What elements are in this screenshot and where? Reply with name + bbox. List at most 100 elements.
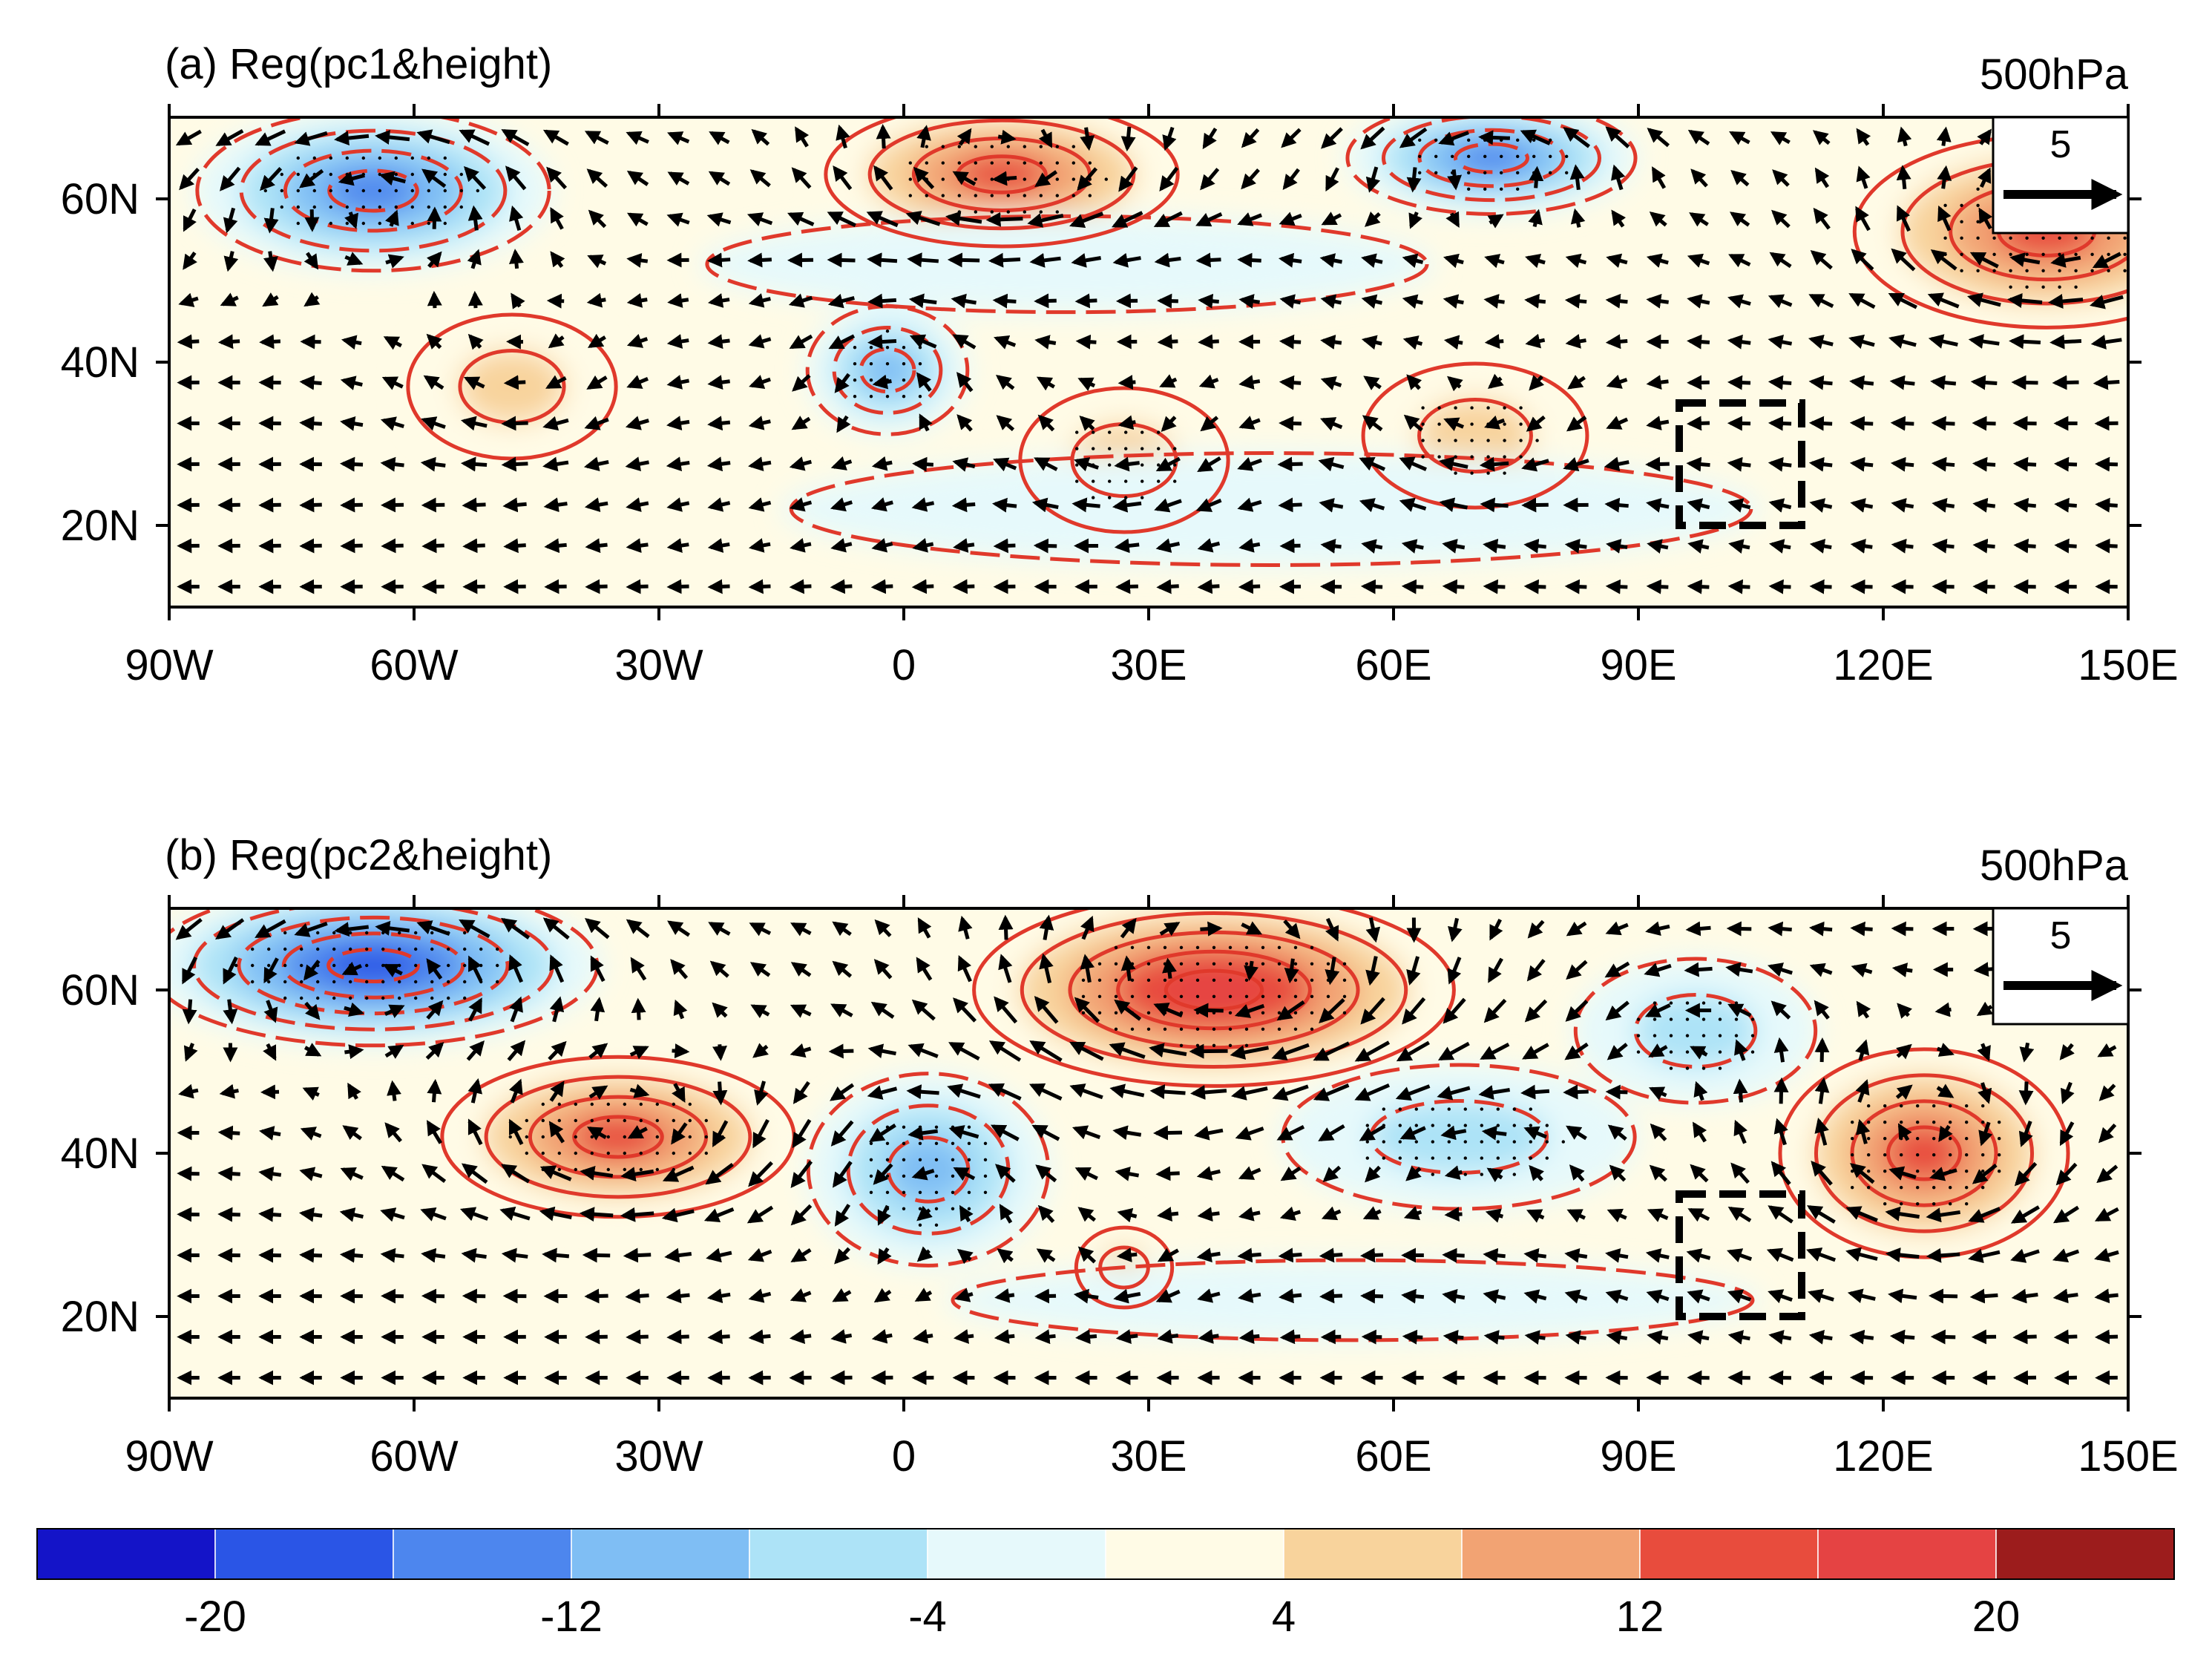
- panel-b-dot: [1130, 962, 1135, 966]
- panel-b-dot: [525, 1118, 528, 1123]
- panel-a-wind-arrow-icon: [421, 416, 446, 431]
- panel-b-wind-arrow-icon: [625, 1288, 649, 1304]
- panel-a-dot: [902, 362, 906, 366]
- panel-b-wind-arrow-icon: [1080, 954, 1095, 983]
- panel-a-dot: [869, 362, 873, 366]
- panel-a-wind-arrow-icon: [871, 537, 893, 553]
- panel-b-wind-arrow-icon: [1354, 1040, 1391, 1062]
- panel-a-dot: [427, 156, 430, 160]
- panel-a-dot: [443, 221, 447, 226]
- panel-b-dot: [1212, 994, 1216, 999]
- panel-a-wind-arrow-icon: [220, 292, 239, 306]
- panel-b-dot: [349, 947, 352, 951]
- panel-a-wind-arrow-icon: [1891, 498, 1914, 513]
- panel-b-dot: [951, 1174, 955, 1178]
- panel-b-wind-arrow-icon: [664, 1247, 692, 1263]
- panel-b-wind-arrow-icon: [1897, 1123, 1912, 1141]
- panel-a-wind-arrow-icon: [463, 165, 487, 190]
- panel-a-wind-arrow-icon: [467, 249, 482, 269]
- panel-a-wind-arrow-icon: [423, 375, 444, 390]
- panel-b-dot: [1261, 962, 1265, 966]
- panel-a-dot: [443, 172, 447, 177]
- panel-b-dot: [1480, 1156, 1484, 1160]
- panel-a-wind-arrow-icon: [299, 168, 324, 188]
- panel-a-wind-arrow-icon: [707, 579, 730, 594]
- panel-b-dot: [983, 1158, 988, 1162]
- panel-a-wind-arrow-icon: [1889, 375, 1915, 390]
- panel-a-wind-arrow-icon: [1238, 375, 1261, 390]
- panel-a-wind-arrow-icon: [1484, 334, 1504, 350]
- panel-b-dot: [885, 1141, 890, 1146]
- panel-b-wind-arrow-icon: [1564, 1289, 1588, 1304]
- panel-a-wind-arrow-icon: [667, 293, 689, 308]
- panel-b-dot: [1669, 1001, 1673, 1005]
- panel-b-dot: [1965, 1137, 1969, 1141]
- panel-a-wind-arrow-icon: [626, 375, 649, 389]
- panel-b-wind-arrow-icon: [957, 954, 972, 983]
- panel-a-wind-arrow-icon: [1319, 497, 1344, 513]
- panel-b-wind-arrow-icon: [707, 1329, 730, 1345]
- panel-b-dot: [1277, 994, 1281, 999]
- panel-b-dot: [1228, 962, 1233, 966]
- panel-b-wind-arrow-icon: [1319, 997, 1345, 1023]
- panel-b-wind-arrow-icon: [2052, 1248, 2080, 1263]
- panel-b-dot: [721, 1135, 724, 1139]
- panel-b-wind-arrow-icon: [344, 1002, 364, 1017]
- panel-a-wind-arrow-icon: [1970, 375, 1998, 390]
- panel-b-wind-arrow-icon: [1566, 1125, 1587, 1141]
- panel-a-wind-arrow-icon: [1118, 415, 1136, 430]
- panel-a-wind-arrow-icon: [378, 171, 406, 186]
- panel-a-wind-arrow-icon: [1850, 539, 1873, 554]
- panel-b-dot: [655, 1102, 659, 1106]
- panel-a-wind-arrow-icon: [666, 334, 689, 349]
- panel-a-dot: [1503, 455, 1506, 459]
- panel-a-wind-arrow-icon: [1529, 165, 1544, 188]
- panel-a-wind-arrow-icon: [586, 292, 606, 308]
- panel-a-dot: [1960, 269, 1963, 272]
- panel-a-wind-arrow-icon: [905, 211, 941, 226]
- panel-b-wind-arrow-icon: [381, 1165, 405, 1182]
- panel-a-wind-arrow-icon: [1689, 212, 1709, 227]
- panel-a-wind-arrow-icon: [1077, 377, 1096, 391]
- panel-a-dot: [345, 221, 349, 226]
- panel-b-wind-arrow-icon: [508, 1118, 524, 1145]
- panel-a-wind-arrow-icon: [502, 497, 527, 513]
- panel-a-dot: [2139, 237, 2142, 240]
- panel-a-wind-arrow-icon: [708, 171, 731, 186]
- panel-a-dot: [296, 156, 300, 160]
- panel-a-wind-arrow-icon: [872, 374, 892, 390]
- colorbar-frame: [36, 1528, 2175, 1580]
- panel-b-dot: [398, 996, 401, 1000]
- panel-a-dot: [957, 161, 962, 165]
- panel-a-wind-arrow-icon: [2054, 497, 2077, 513]
- panel-a-wind-arrow-icon: [381, 376, 404, 390]
- panel-a-dot: [312, 205, 316, 209]
- panel-a-dot: [410, 188, 414, 193]
- panel-b-dot: [1981, 1186, 1985, 1190]
- panel-a-dot: [329, 221, 332, 226]
- panel-a-wind-arrow-icon: [1034, 335, 1057, 350]
- panel-a-wind-arrow-icon: [706, 456, 731, 472]
- panel-a-dot: [1075, 463, 1079, 467]
- panel-b-dot: [1447, 1156, 1451, 1160]
- panel-a-wind-arrow-icon: [1928, 334, 1958, 349]
- panel-b-wind-arrow-icon: [1768, 1370, 1791, 1386]
- panel-a-wind-arrow-icon: [1162, 126, 1177, 151]
- panel-a-wind-arrow-icon: [543, 497, 568, 513]
- panel-a-dot: [885, 346, 890, 350]
- panel-b-wind-arrow-icon: [2094, 1247, 2119, 1262]
- panel-b-wind-arrow-icon: [2061, 1081, 2075, 1104]
- panel-b-dot: [918, 1141, 922, 1146]
- panel-a-dot: [902, 395, 906, 399]
- panel-b-wind-arrow-icon: [1279, 1288, 1302, 1304]
- panel-a-contour-5-2: [1382, 117, 1601, 203]
- panel-b-dot: [918, 1207, 922, 1211]
- panel-b-wind-arrow-icon: [2019, 1042, 2035, 1063]
- colorbar-label: 12: [1616, 1593, 1664, 1641]
- panel-a-wind-arrow-icon: [421, 168, 447, 188]
- panel-b-dot: [1293, 945, 1298, 950]
- panel-a-dot: [1006, 194, 1011, 197]
- panel-b-dot: [1447, 1140, 1451, 1144]
- panel-a-dot: [329, 205, 332, 209]
- panel-b-wind-arrow-icon: [344, 1044, 364, 1060]
